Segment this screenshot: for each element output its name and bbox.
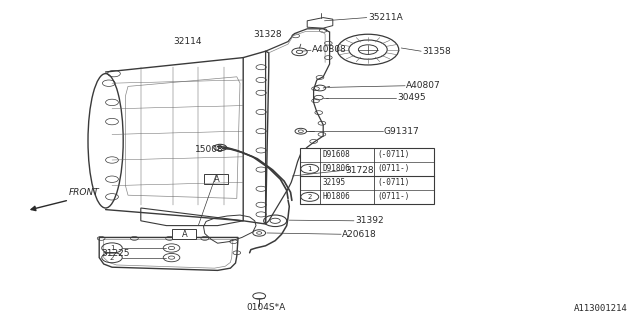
Text: D91608: D91608 — [323, 150, 350, 159]
Text: 31728: 31728 — [346, 166, 374, 175]
Text: D91806: D91806 — [323, 164, 350, 173]
Text: (0711-): (0711-) — [377, 164, 410, 173]
Text: A113001214: A113001214 — [573, 304, 627, 313]
Text: A20618: A20618 — [342, 230, 377, 239]
Text: (-0711): (-0711) — [377, 178, 410, 187]
Text: A40807: A40807 — [406, 81, 441, 90]
Bar — [204, 174, 228, 184]
Text: A: A — [182, 230, 187, 239]
Text: 2: 2 — [110, 255, 114, 260]
Text: A40808: A40808 — [312, 45, 347, 54]
Text: 31358: 31358 — [422, 47, 451, 56]
Bar — [172, 229, 196, 239]
Text: (-0711): (-0711) — [377, 150, 410, 159]
Text: 35211A: 35211A — [368, 13, 403, 22]
Text: 31392: 31392 — [355, 216, 384, 225]
Text: 1: 1 — [109, 245, 115, 251]
Text: 1: 1 — [307, 166, 312, 172]
Text: 15008: 15008 — [195, 145, 224, 154]
Text: 0104S*A: 0104S*A — [246, 303, 285, 312]
Text: A: A — [214, 175, 219, 184]
Text: G91317: G91317 — [384, 127, 420, 136]
Bar — [300, 148, 434, 204]
Text: 30495: 30495 — [397, 93, 426, 102]
Text: 32114: 32114 — [173, 37, 202, 46]
Text: FRONT: FRONT — [69, 188, 100, 197]
Text: 2: 2 — [308, 194, 312, 200]
Text: (0711-): (0711-) — [377, 192, 410, 201]
Text: 31328: 31328 — [253, 30, 282, 39]
Text: H01806: H01806 — [323, 192, 350, 201]
Text: 31225: 31225 — [101, 249, 130, 258]
Text: 32195: 32195 — [323, 178, 346, 187]
